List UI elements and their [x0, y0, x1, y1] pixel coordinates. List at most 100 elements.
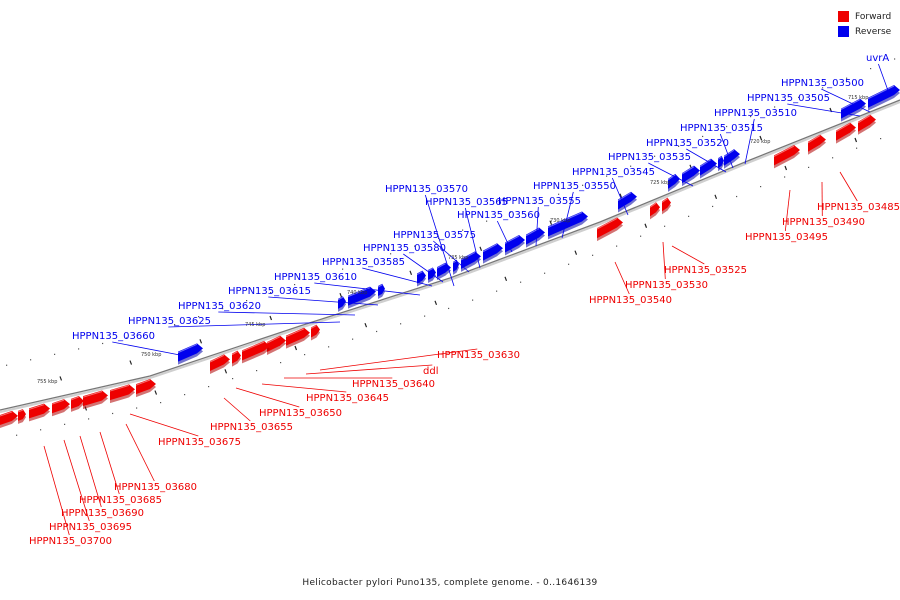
gene-label-hppn135-03650[interactable]: HPPN135_03650 [259, 408, 342, 419]
gene-label-hppn135-03700[interactable]: HPPN135_03700 [29, 536, 112, 547]
kbp-label: 750 kbp [141, 352, 161, 358]
gene-forward[interactable] [70, 395, 84, 412]
gene-label-hppn135-03490[interactable]: HPPN135_03490 [782, 217, 865, 228]
gene-hppn135-03565[interactable] [482, 243, 503, 264]
gene-label-hppn135-03560[interactable]: HPPN135_03560 [457, 210, 540, 221]
gene-forward[interactable] [773, 145, 800, 169]
gene-hppn135-03625[interactable] [337, 296, 346, 312]
leader-lines [43, 63, 891, 536]
gene-label-hppn135-03620[interactable]: HPPN135_03620 [178, 301, 261, 312]
gene-forward[interactable] [28, 403, 50, 422]
gene-uvra[interactable] [867, 85, 900, 111]
gene-label-hppn135-03555[interactable]: HPPN135_03555 [498, 196, 581, 207]
gene-forward[interactable] [266, 335, 286, 355]
kbp-label: 720 kbp [750, 139, 770, 145]
gene-label-hppn135-03630[interactable]: HPPN135_03630 [437, 350, 520, 361]
leader-line [671, 245, 705, 265]
leader-line [686, 148, 727, 173]
leader-line [464, 207, 481, 269]
gene-label-hppn135-03580[interactable]: HPPN135_03580 [363, 243, 446, 254]
gene-forward[interactable] [109, 384, 135, 404]
gene-label-uvra[interactable]: uvrA [866, 53, 889, 64]
gene-label-hppn135-03545[interactable]: HPPN135_03545 [572, 167, 655, 178]
gene-hppn135-03610[interactable] [416, 270, 426, 287]
gene-labels: uvrA HPPN135_03500 HPPN135_03505 HPPN135_03… [29, 53, 900, 547]
gene-hppn135-03660[interactable] [177, 343, 203, 365]
leader-line [99, 431, 120, 495]
gene-forward[interactable] [135, 379, 156, 398]
gene-label-hppn135-03500[interactable]: HPPN135_03500 [781, 78, 864, 89]
gene-label-hppn135-03695[interactable]: HPPN135_03695 [49, 522, 132, 533]
gene-label-hppn135-03645[interactable]: HPPN135_03645 [306, 393, 389, 404]
gene-label-hppn135-03685[interactable]: HPPN135_03685 [79, 495, 162, 506]
gene-forward[interactable] [0, 410, 18, 428]
legend-reverse-label: Reverse [855, 26, 892, 37]
gene-hppn135-03585[interactable] [427, 267, 436, 284]
kbp-label: 740 kbp [347, 290, 367, 296]
gene-forward[interactable] [807, 134, 826, 155]
gene-label-hppn135-03615[interactable]: HPPN135_03615 [228, 286, 311, 297]
gene-hppn135-03570[interactable] [460, 251, 481, 272]
leader-line [648, 162, 694, 187]
gene-label-hppn135-03540[interactable]: HPPN135_03540 [589, 295, 672, 306]
gene-label-hppn135-03505[interactable]: HPPN135_03505 [747, 93, 830, 104]
gene-hppn135-03545[interactable] [617, 191, 637, 213]
gene-label-hppn135-03585[interactable]: HPPN135_03585 [322, 257, 405, 268]
leader-line [168, 321, 341, 328]
gene-hppn135-03515[interactable] [699, 158, 717, 179]
kbp-label: 755 kbp [37, 379, 57, 385]
gene-forward[interactable] [241, 341, 270, 364]
gene-forward[interactable] [209, 354, 230, 374]
gene-label-hppn135-03680[interactable]: HPPN135_03680 [114, 482, 197, 493]
gene-label-hppn135-03530[interactable]: HPPN135_03530 [625, 280, 708, 291]
gene-label-hppn135-03575[interactable]: HPPN135_03575 [393, 230, 476, 241]
gene-forward[interactable] [596, 217, 623, 242]
gene-forward[interactable] [285, 327, 310, 349]
kbp-scale-labels: 715 kbp 720 kbp 725 kbp 730 kbp 735 kbp 740 k… [37, 95, 868, 385]
leader-line [112, 341, 186, 357]
gene-hppn135-03520[interactable] [681, 165, 700, 187]
gene-label-hppn135-03610[interactable]: HPPN135_03610 [274, 272, 357, 283]
gene-forward[interactable] [857, 114, 876, 135]
gene-label-hppn135-03655[interactable]: HPPN135_03655 [210, 422, 293, 433]
leader-line [319, 348, 478, 371]
gene-label-hppn135-03625[interactable]: HPPN135_03625 [128, 316, 211, 327]
gene-forward[interactable] [82, 390, 108, 410]
gene-label-hppn135-03660[interactable]: HPPN135_03660 [72, 331, 155, 342]
gene-hppn135-03505[interactable] [723, 149, 740, 169]
gene-forward[interactable] [231, 350, 241, 367]
gene-forward[interactable] [649, 202, 660, 220]
leader-line [235, 387, 300, 408]
gene-hppn135-03550[interactable] [547, 211, 588, 240]
gene-arrows [0, 85, 900, 428]
gene-label-hppn135-03495[interactable]: HPPN135_03495 [745, 232, 828, 243]
gene-label-hppn135-03485[interactable]: HPPN135_03485 [817, 202, 900, 213]
leader-line [403, 253, 444, 283]
gene-label-hppn135-03550[interactable]: HPPN135_03550 [533, 181, 616, 192]
gene-hppn135-03580[interactable] [436, 262, 451, 281]
gene-label-hppn135-03520[interactable]: HPPN135_03520 [646, 138, 729, 149]
gene-label-hppn135-03535[interactable]: HPPN135_03535 [608, 152, 691, 163]
gene-forward[interactable] [661, 197, 671, 215]
strand-legend: Forward Reverse [838, 9, 891, 39]
legend-forward: Forward [838, 9, 891, 24]
gene-label-hppn135-03510[interactable]: HPPN135_03510 [714, 108, 797, 119]
gene-label-hppn135-03570[interactable]: HPPN135_03570 [385, 184, 468, 195]
leader-line [614, 261, 630, 295]
leader-line [43, 445, 70, 536]
gene-forward[interactable] [310, 324, 320, 341]
gene-hppn135-03575[interactable] [452, 259, 459, 275]
gene-label-hppn135-03525[interactable]: HPPN135_03525 [664, 265, 747, 276]
gene-forward[interactable] [835, 122, 856, 144]
gene-label-ddl[interactable]: ddl [423, 366, 438, 377]
gene-hppn135-03615[interactable] [377, 283, 385, 300]
gene-label-hppn135-03515[interactable]: HPPN135_03515 [680, 123, 763, 134]
gene-forward[interactable] [51, 399, 70, 417]
gene-label-hppn135-03565[interactable]: HPPN135_03565 [425, 197, 508, 208]
leader-line [839, 171, 858, 202]
gene-label-hppn135-03675[interactable]: HPPN135_03675 [158, 437, 241, 448]
gene-forward[interactable] [17, 409, 26, 424]
gene-label-hppn135-03690[interactable]: HPPN135_03690 [61, 508, 144, 519]
leader-line [129, 413, 199, 437]
gene-label-hppn135-03640[interactable]: HPPN135_03640 [352, 379, 435, 390]
